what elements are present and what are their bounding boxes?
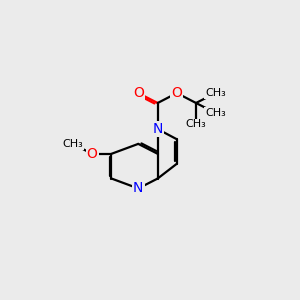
Text: N: N [133,182,143,196]
Text: CH₃: CH₃ [186,119,206,130]
Text: O: O [133,86,144,100]
Text: O: O [87,147,98,161]
Text: CH₃: CH₃ [62,139,83,149]
Text: N: N [152,122,163,136]
Text: O: O [171,86,182,100]
Text: CH₃: CH₃ [205,88,226,98]
Text: CH₃: CH₃ [205,108,226,118]
